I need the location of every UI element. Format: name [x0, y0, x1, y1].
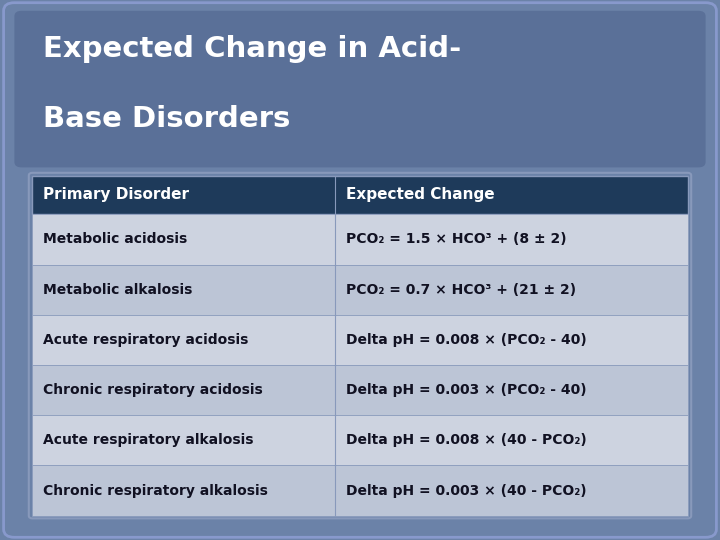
- FancyBboxPatch shape: [14, 11, 706, 167]
- Text: Primary Disorder: Primary Disorder: [43, 187, 189, 202]
- Text: Delta pH = 0.003 × (40 - PCO₂): Delta pH = 0.003 × (40 - PCO₂): [346, 484, 586, 497]
- Text: Delta pH = 0.008 × (40 - PCO₂): Delta pH = 0.008 × (40 - PCO₂): [346, 434, 586, 447]
- FancyBboxPatch shape: [32, 465, 688, 516]
- FancyBboxPatch shape: [32, 315, 688, 365]
- FancyBboxPatch shape: [32, 365, 688, 415]
- Text: Expected Change in Acid-: Expected Change in Acid-: [43, 35, 462, 63]
- Text: Expected Change: Expected Change: [346, 187, 494, 202]
- FancyBboxPatch shape: [32, 176, 688, 214]
- Text: Chronic respiratory alkalosis: Chronic respiratory alkalosis: [43, 484, 268, 497]
- FancyBboxPatch shape: [32, 214, 688, 265]
- FancyBboxPatch shape: [32, 415, 688, 465]
- Text: Delta pH = 0.008 × (PCO₂ - 40): Delta pH = 0.008 × (PCO₂ - 40): [346, 333, 586, 347]
- Text: Acute respiratory alkalosis: Acute respiratory alkalosis: [43, 434, 253, 447]
- Text: PCO₂ = 0.7 × HCO³ + (21 ± 2): PCO₂ = 0.7 × HCO³ + (21 ± 2): [346, 283, 576, 296]
- Text: PCO₂ = 1.5 × HCO³ + (8 ± 2): PCO₂ = 1.5 × HCO³ + (8 ± 2): [346, 233, 566, 246]
- FancyBboxPatch shape: [32, 265, 688, 315]
- Text: Chronic respiratory acidosis: Chronic respiratory acidosis: [43, 383, 263, 397]
- Text: Delta pH = 0.003 × (PCO₂ - 40): Delta pH = 0.003 × (PCO₂ - 40): [346, 383, 586, 397]
- Text: Acute respiratory acidosis: Acute respiratory acidosis: [43, 333, 248, 347]
- Text: Metabolic alkalosis: Metabolic alkalosis: [43, 283, 192, 296]
- Text: Base Disorders: Base Disorders: [43, 105, 291, 133]
- FancyBboxPatch shape: [4, 3, 716, 537]
- Text: Metabolic acidosis: Metabolic acidosis: [43, 233, 187, 246]
